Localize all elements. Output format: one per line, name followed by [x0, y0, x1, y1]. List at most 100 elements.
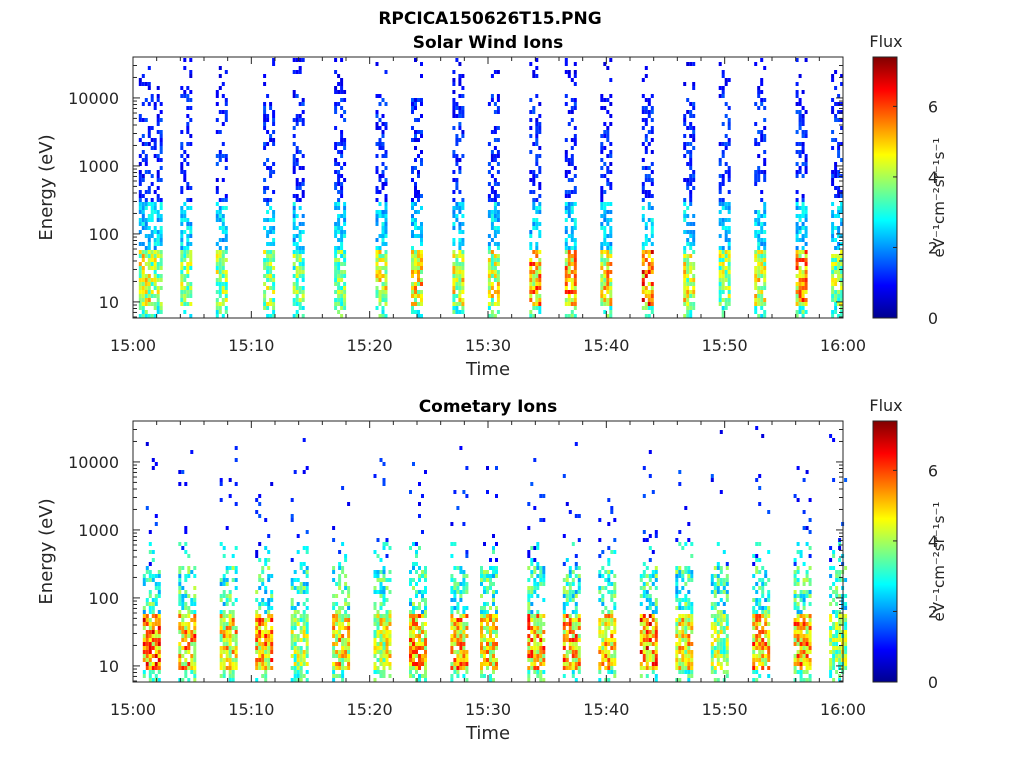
heat-cell	[378, 210, 382, 214]
heat-cell	[609, 298, 613, 302]
heat-cell	[183, 66, 187, 70]
heat-cell	[687, 674, 691, 678]
heat-cell	[183, 230, 187, 234]
heat-cell	[761, 566, 765, 570]
heat-cell	[224, 250, 228, 254]
heat-cell	[305, 574, 309, 578]
heat-cell	[376, 574, 380, 578]
heat-cell	[461, 270, 465, 274]
heat-cell	[721, 258, 725, 262]
heat-cell	[834, 238, 838, 242]
heat-cell	[461, 242, 465, 246]
heat-cell	[138, 162, 142, 166]
heat-cell	[535, 294, 539, 298]
heat-cell	[409, 670, 412, 674]
heat-cell	[381, 122, 385, 126]
heat-cell	[539, 570, 543, 574]
heat-cell	[570, 258, 574, 262]
heat-cell	[607, 578, 611, 582]
heat-cell	[388, 578, 392, 582]
heat-cell	[801, 270, 805, 274]
heat-cell	[424, 578, 427, 582]
heat-cell	[686, 286, 690, 290]
heat-cell	[411, 290, 414, 294]
heat-cell	[651, 630, 655, 634]
heat-cell	[678, 566, 682, 570]
heat-cell	[757, 258, 761, 262]
heat-cell	[376, 650, 380, 654]
heat-cell	[678, 530, 682, 534]
heat-cell	[542, 614, 546, 618]
heat-cell	[573, 262, 577, 266]
heat-cell	[689, 234, 693, 238]
heat-cell	[761, 658, 765, 662]
heat-cell	[231, 566, 235, 570]
heat-cell	[414, 190, 417, 194]
heat-cell	[301, 166, 305, 170]
heat-cell	[335, 582, 339, 586]
heat-cell	[570, 138, 574, 142]
heat-cell	[764, 606, 768, 610]
heat-cell	[234, 634, 238, 638]
heat-cell	[538, 306, 542, 310]
heat-cell	[798, 126, 802, 130]
heat-cell	[562, 578, 566, 582]
heat-cell	[298, 286, 302, 290]
heat-cell	[710, 474, 714, 478]
heat-cell	[834, 86, 838, 90]
heat-cell	[384, 206, 388, 210]
heat-cell	[388, 590, 392, 594]
heat-cell	[601, 622, 605, 626]
heat-cell	[603, 242, 607, 246]
heat-cell	[755, 602, 759, 606]
heat-cell	[760, 90, 764, 94]
heat-cell	[452, 222, 456, 226]
heat-cell	[305, 598, 309, 602]
heat-cell	[718, 174, 722, 178]
heat-cell	[218, 254, 222, 258]
heat-cell	[654, 618, 658, 622]
heat-cell	[465, 614, 469, 618]
heat-cell	[645, 598, 649, 602]
heat-cell	[689, 174, 693, 178]
heat-cell	[834, 290, 838, 294]
heat-cell	[755, 654, 759, 658]
heat-cell	[341, 670, 345, 674]
heat-cell	[295, 286, 299, 290]
heat-cell	[651, 634, 655, 638]
heat-cell	[606, 282, 610, 286]
heat-cell	[293, 674, 297, 678]
heat-cell	[689, 114, 693, 118]
heat-cell	[142, 614, 146, 618]
heat-cell	[727, 202, 731, 206]
heat-cell	[184, 578, 188, 582]
heat-cell	[610, 662, 614, 666]
heat-cell	[642, 582, 646, 586]
heat-cell	[763, 314, 767, 318]
heat-cell	[798, 74, 802, 78]
heat-cell	[157, 614, 161, 618]
heat-cell	[719, 614, 723, 618]
heat-cell	[298, 290, 302, 294]
heat-cell	[763, 162, 767, 166]
heat-cell	[718, 282, 722, 286]
heat-cell	[755, 590, 759, 594]
heat-cell	[542, 670, 546, 674]
heat-cell	[570, 246, 574, 250]
heat-cell	[606, 126, 610, 130]
heat-cell	[757, 174, 761, 178]
heat-cell	[420, 250, 423, 254]
heat-cell	[452, 178, 456, 182]
heat-cell	[147, 86, 151, 90]
heat-cell	[684, 598, 688, 602]
heat-cell	[452, 78, 456, 82]
heat-cell	[414, 186, 417, 190]
heat-cell	[796, 662, 800, 666]
heat-cell	[184, 590, 188, 594]
heat-cell	[344, 602, 348, 606]
heat-cell	[144, 98, 148, 102]
heat-cell	[486, 574, 489, 578]
heat-cell	[375, 62, 379, 66]
heat-cell	[678, 574, 682, 578]
heat-cell	[727, 118, 731, 122]
